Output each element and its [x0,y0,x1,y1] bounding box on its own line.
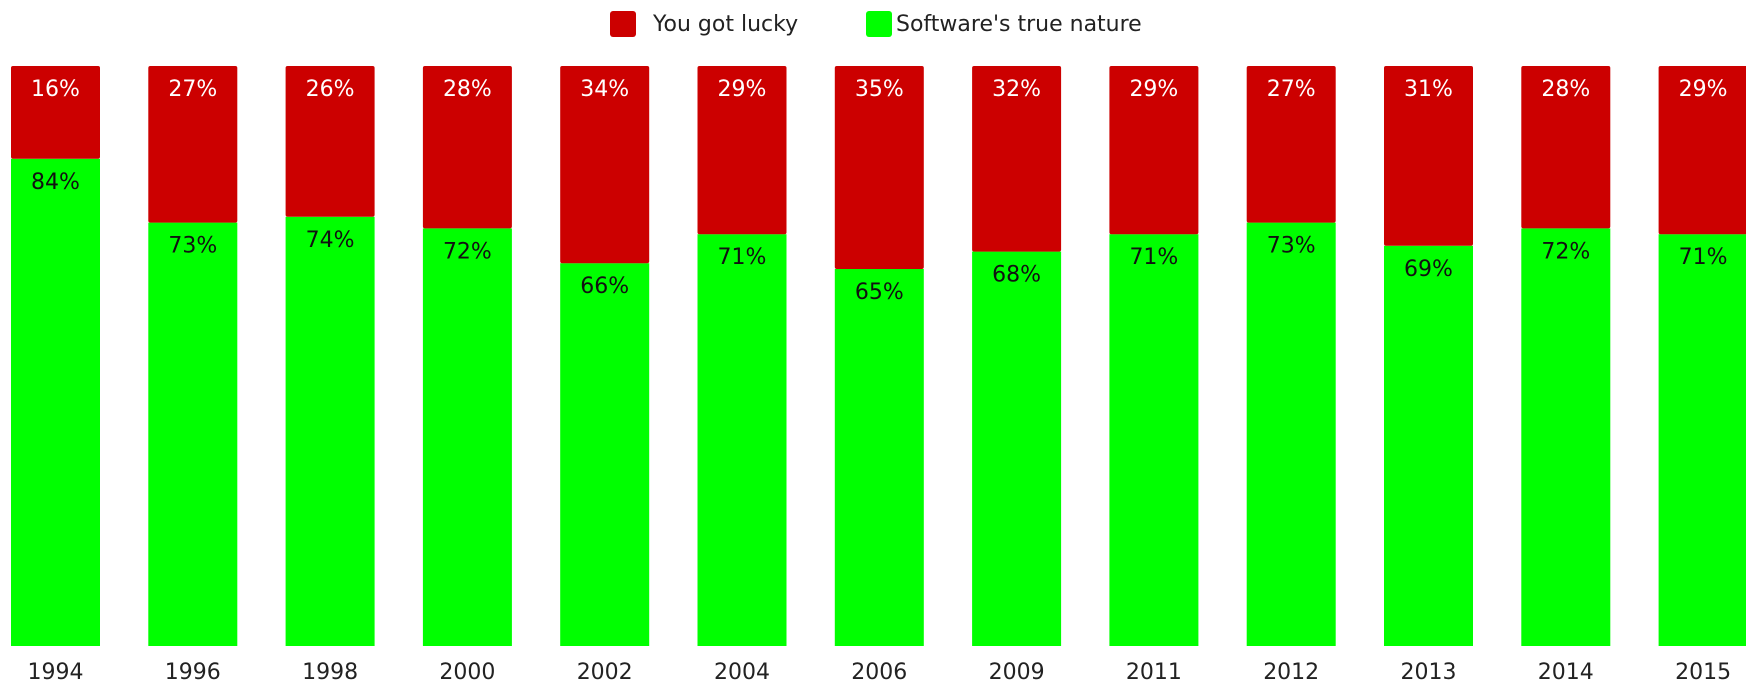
bar-segment [1246,66,1336,223]
legend-swatch [866,11,892,37]
bar-segment [1246,222,1336,646]
value-label: 73% [1267,234,1316,259]
value-label: 72% [443,239,492,264]
value-label: 34% [580,77,629,102]
x-tick-label: 2012 [1263,660,1319,685]
bar-segment [1521,228,1611,646]
bar-segment [11,158,100,647]
x-tick-label: 2002 [577,660,633,685]
x-tick-label: 2013 [1401,660,1457,685]
legend-label: Software's true nature [896,12,1142,37]
value-label: 73% [168,234,217,259]
bar-segment [560,66,650,264]
bar-segment [834,269,924,646]
value-label: 31% [1404,77,1453,102]
x-tick-label: 2006 [851,660,907,685]
value-label: 68% [992,263,1041,288]
value-label: 84% [31,170,80,195]
bar-segment [560,263,650,646]
value-label: 29% [1679,77,1728,102]
bar-segment [285,66,375,217]
bar-segment [1658,234,1746,646]
bar-segment [1384,245,1473,647]
x-tick-label: 1996 [165,660,221,685]
x-tick-label: 2000 [439,660,495,685]
value-label: 71% [1129,245,1178,270]
value-label: 27% [168,77,217,102]
value-label: 72% [1541,239,1590,264]
bar-segment [422,228,512,646]
x-tick-label: 2011 [1126,660,1182,685]
value-label: 35% [855,77,904,102]
bar-segment [1521,66,1611,229]
value-label: 16% [31,77,80,102]
value-label: 71% [718,245,767,270]
x-tick-label: 1994 [28,660,84,685]
bar-segment [148,222,238,646]
bar-segment [285,216,375,647]
value-label: 69% [1404,257,1453,282]
bar-segment [1109,234,1199,646]
x-tick-label: 2004 [714,660,770,685]
legend-label: You got lucky [652,12,798,37]
value-label: 71% [1679,245,1728,270]
bar-segment [972,66,1062,252]
x-tick-label: 2015 [1675,660,1731,685]
value-label: 29% [718,77,767,102]
bar-segment [1658,66,1746,235]
x-tick-label: 1998 [302,660,358,685]
value-label: 28% [443,77,492,102]
value-label: 32% [992,77,1041,102]
bar-segment [834,66,924,269]
bar-segment [1384,66,1473,246]
bar-segment [697,234,787,646]
value-label: 28% [1541,77,1590,102]
bar-segment [697,66,787,235]
value-label: 26% [306,77,355,102]
bar-segment [148,66,238,223]
value-label: 66% [580,274,629,299]
value-label: 74% [306,228,355,253]
legend-swatch [610,11,636,37]
value-label: 65% [855,280,904,305]
value-label: 27% [1267,77,1316,102]
bar-segment [972,251,1062,646]
x-tick-label: 2014 [1538,660,1594,685]
bar-segment [11,66,100,159]
x-tick-label: 2009 [989,660,1045,685]
bar-segment [1109,66,1199,235]
value-label: 29% [1129,77,1178,102]
bar-segment [422,66,512,229]
